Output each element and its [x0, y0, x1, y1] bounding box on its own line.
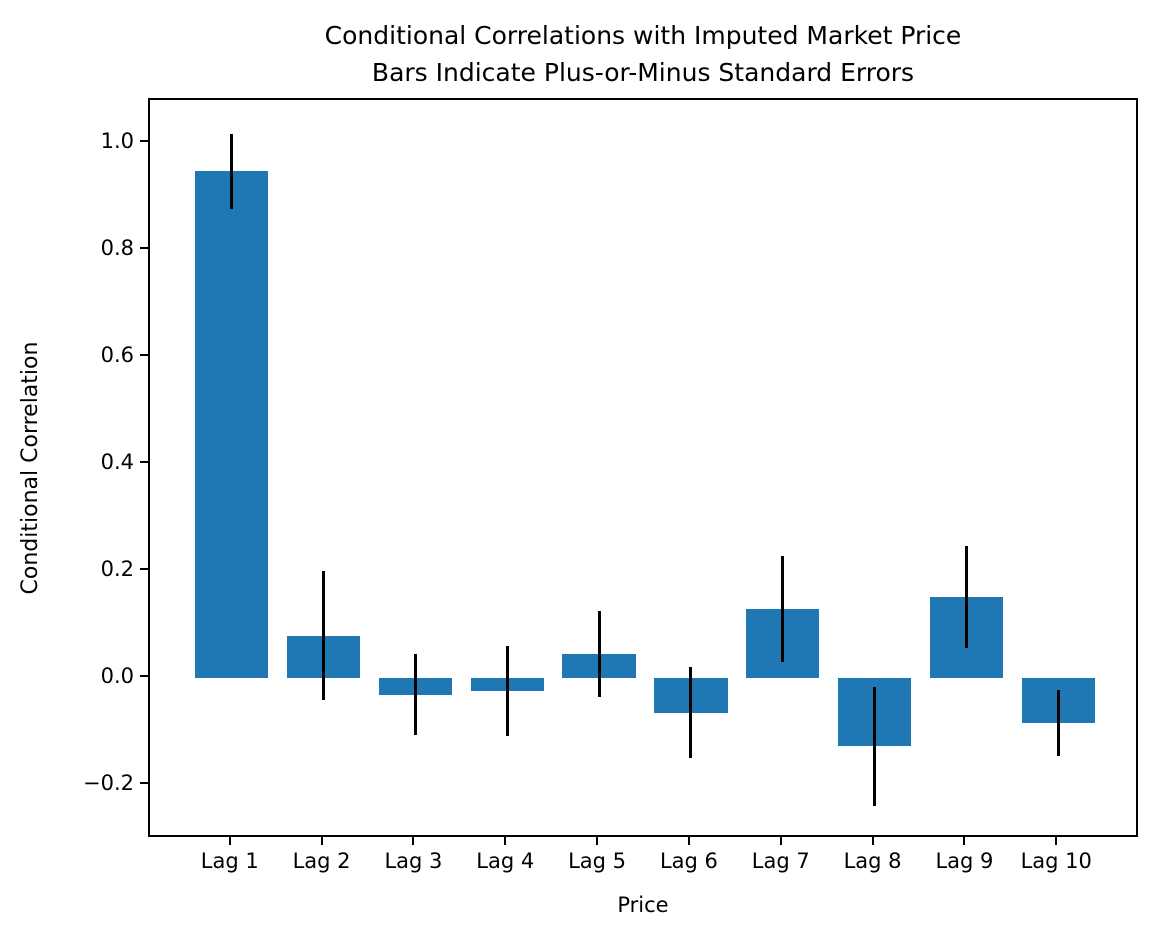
- y-tick-label: −0.2: [83, 770, 134, 795]
- y-axis-label: Conditional Correlation: [18, 341, 43, 595]
- x-tick-mark: [779, 837, 782, 845]
- y-tick-mark: [140, 675, 148, 678]
- x-tick-mark: [596, 837, 599, 845]
- x-axis-label: Price: [617, 893, 669, 917]
- error-bar-lag-10: [1056, 689, 1060, 757]
- error-bar-lag-8: [873, 687, 877, 806]
- y-tick-mark: [140, 354, 148, 357]
- x-tick-label-lag-10: Lag 10: [1020, 849, 1092, 873]
- x-tick-label-lag-5: Lag 5: [568, 849, 627, 873]
- y-tick-mark: [140, 247, 148, 250]
- error-bar-lag-6: [689, 667, 693, 759]
- x-tick-label-lag-6: Lag 6: [659, 849, 718, 873]
- chart-title-line1: Conditional Correlations with Imputed Ma…: [324, 21, 962, 50]
- x-tick-label-lag-9: Lag 9: [935, 849, 994, 873]
- x-tick-mark: [1055, 837, 1058, 845]
- y-tick-mark: [140, 461, 148, 464]
- x-tick-label-lag-7: Lag 7: [751, 849, 810, 873]
- x-tick-mark: [963, 837, 966, 845]
- x-tick-label-lag-8: Lag 8: [843, 849, 902, 873]
- y-tick-mark: [140, 782, 148, 785]
- y-tick-mark: [140, 568, 148, 571]
- y-tick-label: 0.4: [100, 449, 134, 474]
- x-tick-mark: [320, 837, 323, 845]
- error-bar-lag-1: [230, 133, 234, 209]
- y-tick-label: 0.0: [100, 663, 134, 688]
- error-bar-lag-5: [597, 611, 601, 697]
- y-tick-label: 0.6: [100, 342, 134, 367]
- chart-title-line2: Bars Indicate Plus-or-Minus Standard Err…: [371, 58, 915, 87]
- y-tick-label: 0.2: [100, 556, 134, 581]
- x-tick-mark: [504, 837, 507, 845]
- x-tick-label-lag-3: Lag 3: [384, 849, 443, 873]
- bar-lag-1: [195, 171, 269, 679]
- error-bar-lag-7: [781, 555, 785, 662]
- x-tick-mark: [687, 837, 690, 845]
- y-tick-label: 1.0: [100, 128, 134, 153]
- x-tick-label-lag-1: Lag 1: [200, 849, 259, 873]
- x-tick-mark: [412, 837, 415, 845]
- error-bar-lag-4: [505, 646, 509, 737]
- error-bar-lag-9: [964, 546, 968, 648]
- y-tick-label: 0.8: [100, 235, 134, 260]
- plot-area: [148, 98, 1138, 837]
- y-tick-mark: [140, 140, 148, 143]
- chart-title: Conditional Correlations with Imputed Ma…: [148, 17, 1138, 91]
- x-tick-label-lag-4: Lag 4: [476, 849, 535, 873]
- x-tick-mark: [871, 837, 874, 845]
- x-tick-mark: [228, 837, 231, 845]
- x-tick-label-lag-2: Lag 2: [292, 849, 351, 873]
- error-bar-lag-3: [413, 653, 417, 736]
- error-bar-lag-2: [322, 571, 326, 700]
